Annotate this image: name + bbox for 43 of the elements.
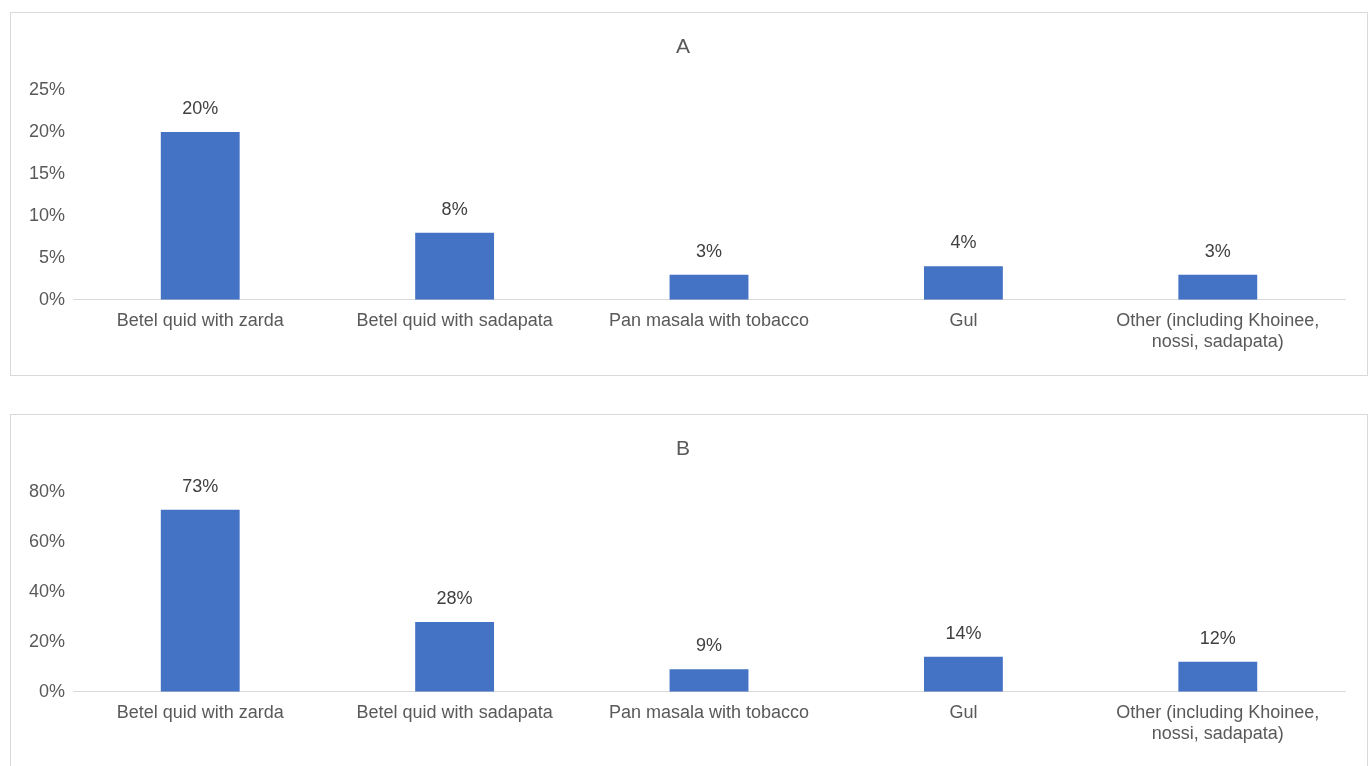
data-label: 3% bbox=[696, 240, 723, 261]
data-label: 73% bbox=[182, 475, 219, 496]
data-label: 4% bbox=[950, 232, 977, 253]
y-tick-label: 60% bbox=[29, 531, 66, 552]
chart-title: A bbox=[675, 34, 691, 58]
y-tick-label: 25% bbox=[29, 79, 66, 100]
x-tick-label: Pan masala with tobacco bbox=[608, 701, 810, 722]
y-tick-label: 20% bbox=[29, 121, 66, 142]
y-tick-label: 40% bbox=[29, 580, 66, 601]
data-label: 8% bbox=[441, 198, 468, 219]
x-tick-label: Betel quid with sadapata bbox=[356, 701, 554, 722]
x-tick-label: Gul bbox=[949, 309, 978, 330]
data-label: 9% bbox=[696, 635, 723, 656]
bar bbox=[415, 621, 495, 692]
x-tick-label: Other (including Khoinee, nossi, sadapata) bbox=[1116, 309, 1320, 352]
bar bbox=[669, 274, 749, 300]
y-tick-label: 0% bbox=[39, 680, 66, 701]
chart-title: B bbox=[675, 436, 691, 460]
y-tick-label: 5% bbox=[39, 246, 66, 267]
y-tick-label: 20% bbox=[29, 630, 66, 651]
bar bbox=[1178, 661, 1258, 692]
bar bbox=[669, 669, 749, 692]
bar bbox=[160, 132, 240, 300]
x-tick-label: Other (including Khoinee, nossi, sadapata) bbox=[1116, 701, 1320, 744]
x-tick-label: Gul bbox=[949, 701, 978, 722]
bar bbox=[160, 509, 240, 692]
y-tick-label: 0% bbox=[39, 288, 66, 309]
y-tick-label: 80% bbox=[29, 481, 66, 502]
data-label: 20% bbox=[182, 98, 219, 119]
x-tick-label: Betel quid with sadapata bbox=[356, 309, 554, 330]
x-tick-label: Pan masala with tobacco bbox=[608, 309, 810, 330]
y-tick-label: 15% bbox=[29, 163, 66, 184]
bar bbox=[1178, 274, 1258, 300]
data-label: 28% bbox=[436, 587, 473, 608]
bar bbox=[415, 232, 495, 300]
data-label: 12% bbox=[1199, 627, 1236, 648]
x-tick-label: Betel quid with zarda bbox=[116, 701, 285, 722]
bar bbox=[923, 266, 1003, 300]
data-label: 14% bbox=[945, 622, 982, 643]
bar bbox=[923, 656, 1003, 692]
y-tick-label: 10% bbox=[29, 204, 66, 225]
data-label: 3% bbox=[1204, 240, 1231, 261]
x-tick-label: Betel quid with zarda bbox=[116, 309, 285, 330]
